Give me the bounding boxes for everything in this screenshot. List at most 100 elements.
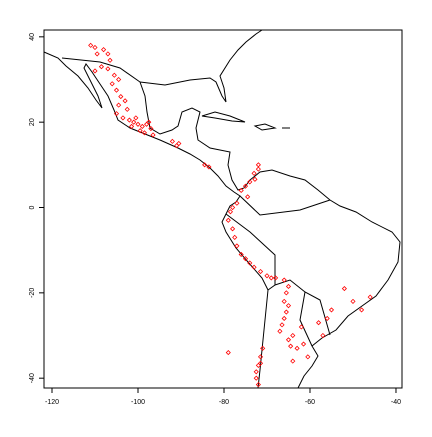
point xyxy=(227,209,234,215)
point xyxy=(367,294,373,300)
coastlines xyxy=(43,29,401,389)
point xyxy=(118,93,124,100)
point xyxy=(298,324,304,330)
point xyxy=(359,307,365,313)
island xyxy=(253,123,277,131)
point xyxy=(290,332,296,339)
point xyxy=(124,106,130,112)
point xyxy=(133,115,139,121)
point xyxy=(324,315,330,322)
point xyxy=(225,350,231,356)
point xyxy=(283,290,289,296)
point xyxy=(141,130,148,136)
point xyxy=(257,268,264,275)
point xyxy=(320,332,326,339)
x-tick-label: -100 xyxy=(131,399,145,406)
border xyxy=(225,213,276,291)
point xyxy=(341,286,347,292)
point xyxy=(169,138,175,144)
point xyxy=(242,256,249,262)
x-tick-label: -80 xyxy=(219,399,229,406)
coastline xyxy=(139,29,263,103)
point xyxy=(328,307,335,313)
y-tick-label: -20 xyxy=(29,288,36,298)
point xyxy=(285,303,292,309)
point xyxy=(92,44,98,51)
point xyxy=(94,51,100,57)
point xyxy=(281,277,287,283)
point xyxy=(109,81,115,87)
point xyxy=(148,126,154,132)
point xyxy=(234,200,240,206)
point xyxy=(122,98,128,104)
point xyxy=(245,194,251,200)
point xyxy=(279,322,285,328)
point xyxy=(305,354,311,360)
point xyxy=(251,264,257,270)
point xyxy=(128,123,135,129)
point xyxy=(247,179,253,185)
point xyxy=(92,68,98,74)
point xyxy=(253,369,259,375)
point xyxy=(257,360,264,366)
y-tick-label: 20 xyxy=(29,118,36,126)
point xyxy=(232,234,238,240)
point xyxy=(247,260,253,266)
point xyxy=(251,170,257,176)
plot-frame xyxy=(43,29,403,389)
point xyxy=(288,343,294,349)
point xyxy=(285,337,292,343)
point xyxy=(225,217,231,223)
point xyxy=(113,87,120,93)
point xyxy=(176,140,182,147)
point xyxy=(273,275,279,281)
border xyxy=(61,57,141,83)
point xyxy=(268,275,274,281)
point xyxy=(116,76,122,83)
point xyxy=(260,345,266,351)
point xyxy=(255,382,261,388)
point xyxy=(135,121,141,127)
x-tick-label: -120 xyxy=(45,399,59,406)
point xyxy=(253,375,259,381)
point xyxy=(290,358,296,364)
point xyxy=(120,115,126,121)
point xyxy=(283,309,289,315)
point xyxy=(107,57,113,63)
point xyxy=(139,123,145,129)
point xyxy=(150,132,156,138)
point xyxy=(137,128,143,134)
point xyxy=(88,42,94,48)
x-tick-label: -60 xyxy=(305,399,315,406)
point xyxy=(300,341,307,347)
point xyxy=(105,51,111,57)
point xyxy=(252,176,258,182)
y-tick-label: 40 xyxy=(29,33,36,41)
point xyxy=(116,102,122,108)
point xyxy=(350,298,356,304)
point xyxy=(230,226,236,232)
point xyxy=(316,320,322,326)
border xyxy=(299,291,313,347)
border xyxy=(239,195,331,216)
point xyxy=(255,166,261,172)
point xyxy=(105,66,111,72)
island xyxy=(201,111,246,123)
point xyxy=(206,164,212,170)
point xyxy=(202,162,208,168)
point xyxy=(238,187,244,194)
point xyxy=(98,64,105,70)
point xyxy=(294,345,300,351)
point xyxy=(113,111,120,117)
coastline xyxy=(139,81,401,389)
point xyxy=(257,354,264,360)
y-tick-label: 0 xyxy=(29,205,36,209)
point xyxy=(238,251,244,258)
point xyxy=(264,273,270,279)
x-tick-label: -40 xyxy=(391,399,401,406)
point xyxy=(146,119,152,125)
point xyxy=(242,183,249,189)
point xyxy=(281,298,287,304)
